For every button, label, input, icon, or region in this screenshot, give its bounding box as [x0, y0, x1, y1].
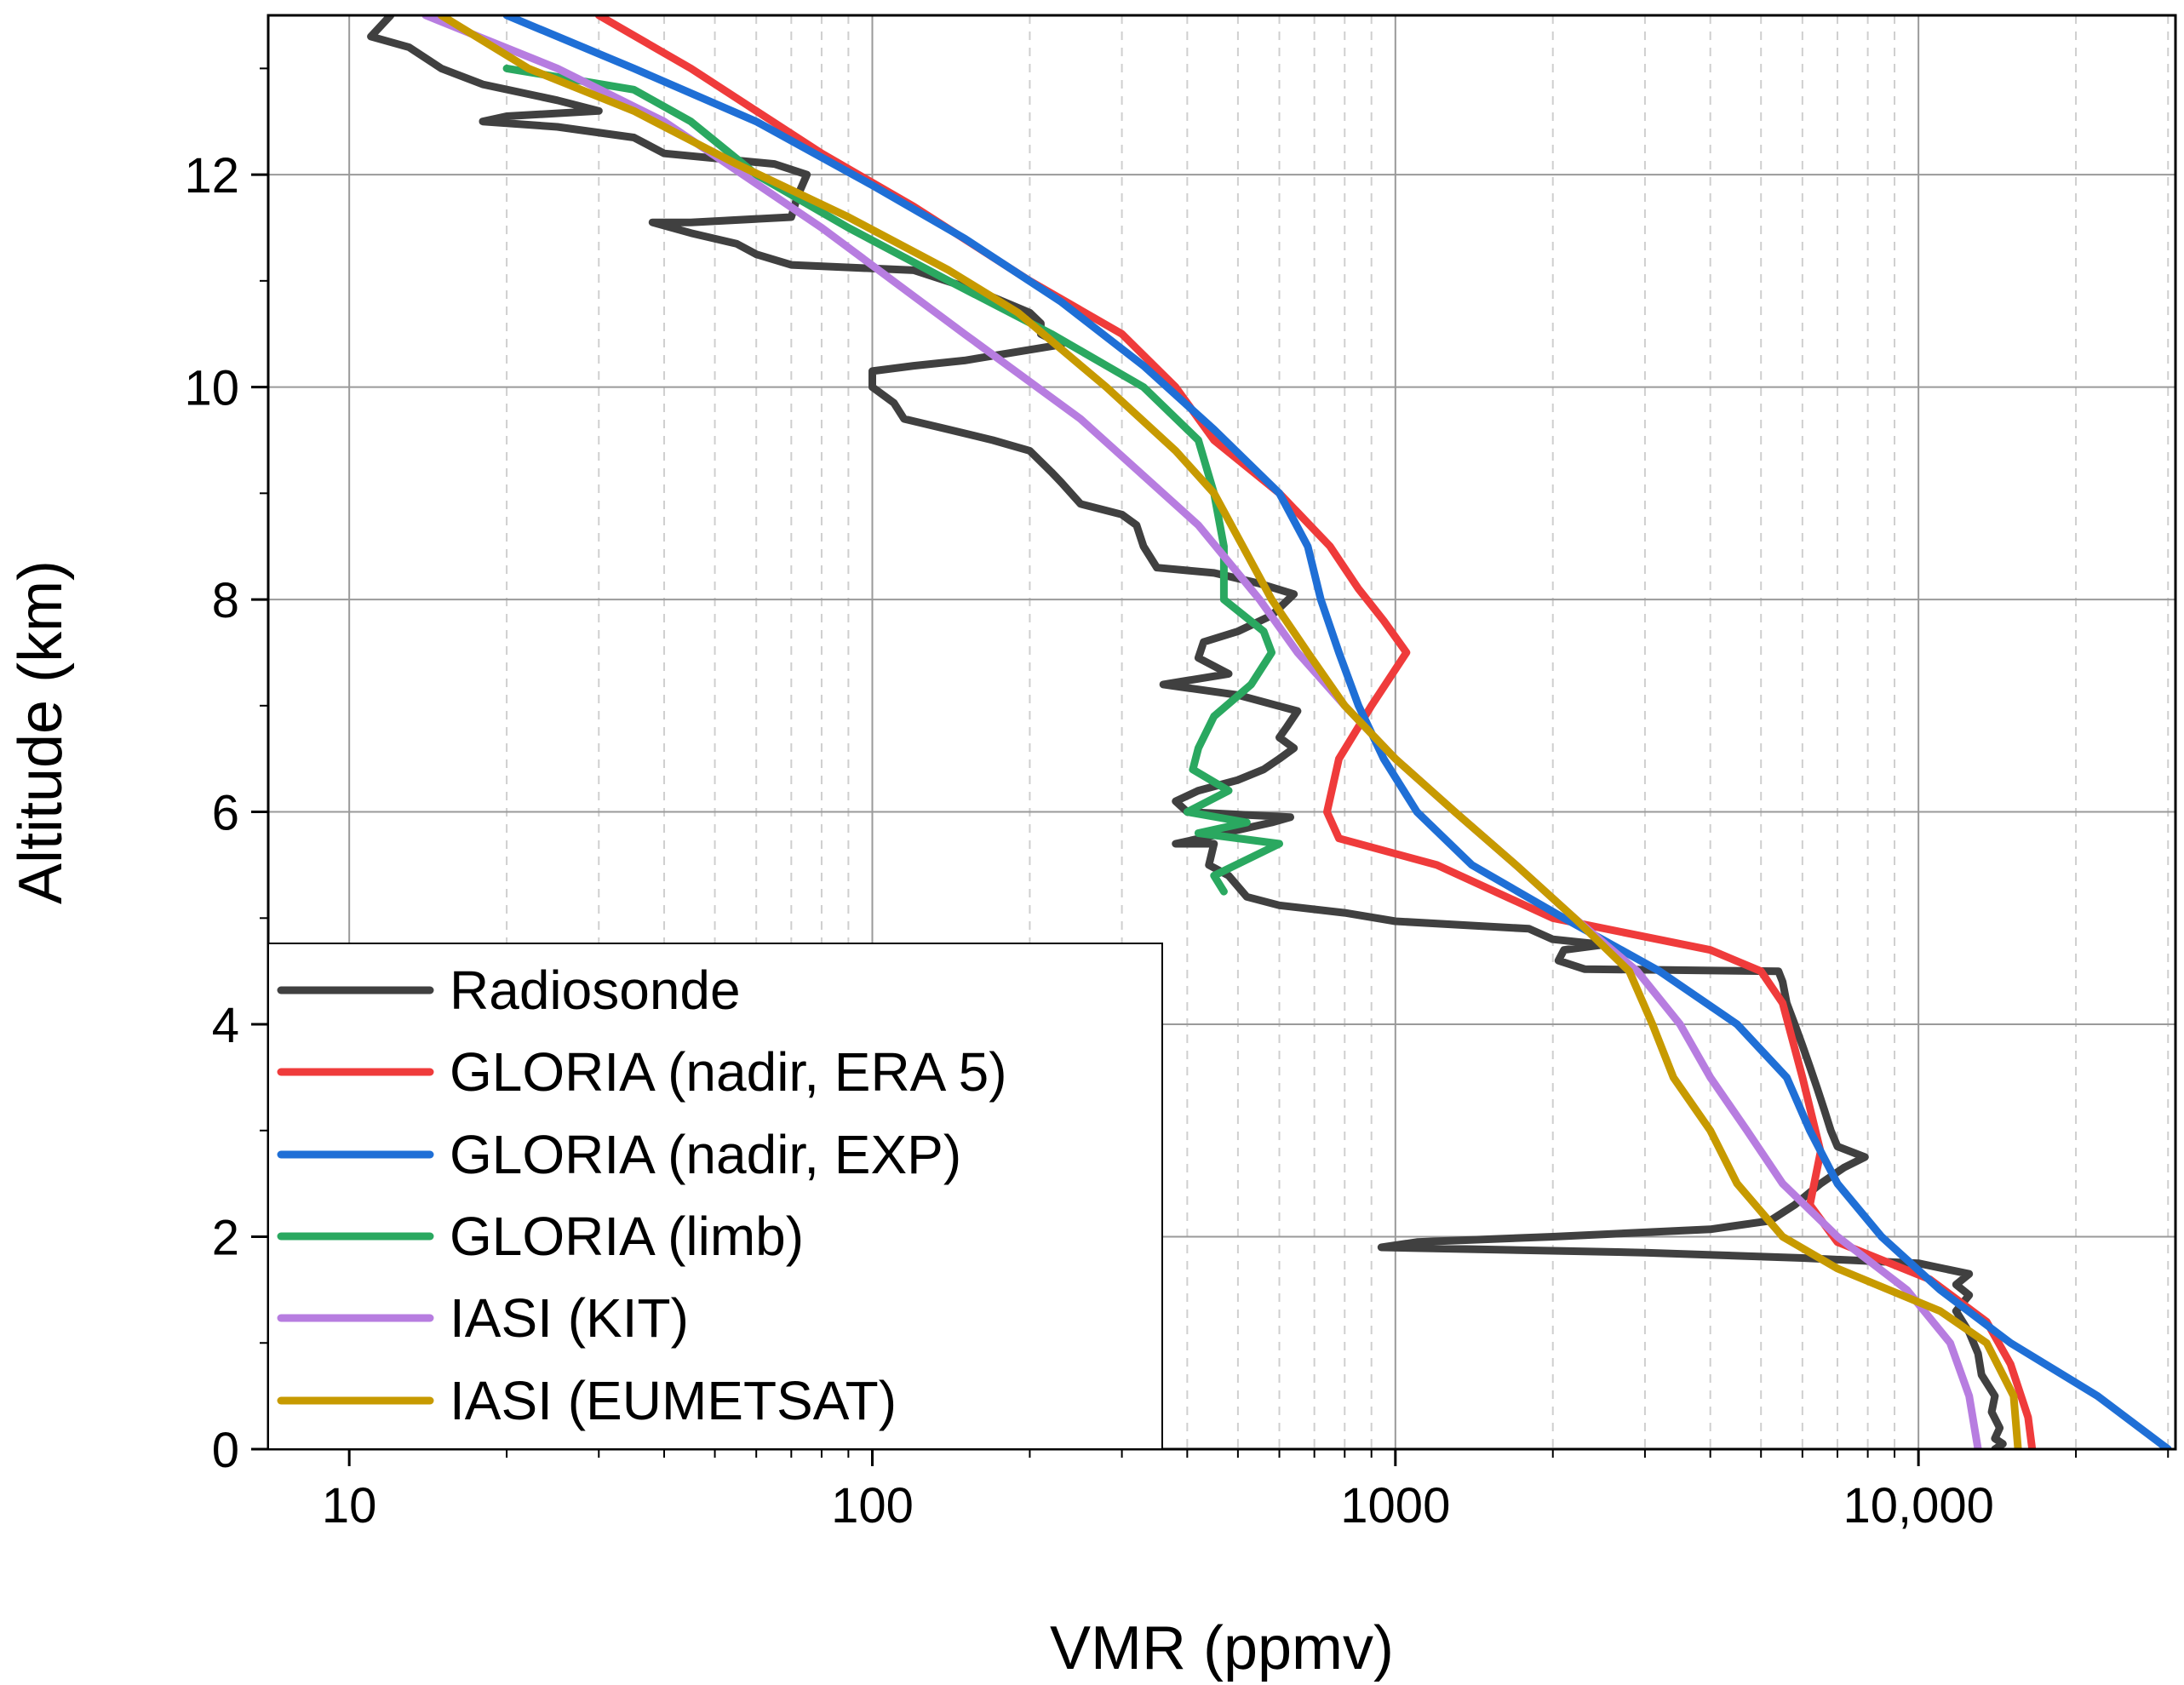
- y-tick-label: 2: [212, 1211, 239, 1266]
- series-line-3: [502, 64, 1283, 896]
- series-line-0: [367, 15, 2007, 1449]
- y-tick-label: 4: [212, 998, 239, 1053]
- axes: 10 100 1000 10,000 0 2 4 6 8 10 12: [184, 67, 2170, 1533]
- legend-label-iasi-kit: IASI (KIT): [450, 1287, 689, 1349]
- legend-box: [267, 943, 1163, 1450]
- y-tick-label: 10: [184, 361, 239, 416]
- y-axis-title: Altitude (km): [7, 560, 75, 904]
- y-tick-label: 6: [212, 786, 239, 841]
- y-tick-label: 0: [212, 1423, 239, 1478]
- legend-label-iasi-eumetsat: IASI (EUMETSAT): [450, 1370, 897, 1431]
- x-axis-title: VMR (ppmv): [1050, 1614, 1394, 1682]
- plot-frame: [267, 14, 2177, 1451]
- legend: Radiosonde GLORIA (nadir, ERA 5) GLORIA …: [267, 943, 1163, 1450]
- series-line-5: [437, 15, 2022, 1449]
- y-tick-label: 12: [184, 148, 239, 203]
- y-tick-label: 8: [212, 573, 239, 628]
- x-tick-label: 10: [322, 1478, 377, 1533]
- x-tick-label: 1000: [1340, 1478, 1450, 1533]
- legend-label-radiosonde: Radiosonde: [450, 960, 741, 1021]
- series-group: [367, 15, 2172, 1449]
- x-tick-label: 100: [831, 1478, 914, 1533]
- legend-label-gloria-nadir-era5: GLORIA (nadir, ERA 5): [450, 1041, 1007, 1103]
- legend-label-gloria-nadir-exp: GLORIA (nadir, EXP): [450, 1124, 961, 1185]
- series-line-2: [502, 15, 2172, 1449]
- x-tick-label: 10,000: [1843, 1478, 1993, 1533]
- legend-label-gloria-limb: GLORIA (limb): [450, 1206, 804, 1267]
